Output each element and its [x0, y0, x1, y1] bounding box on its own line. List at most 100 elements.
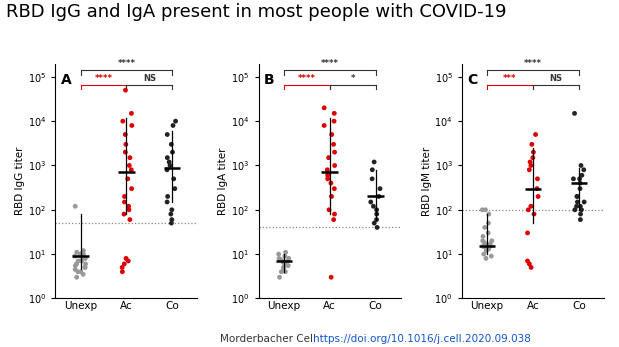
Point: [368, 203, 378, 209]
Point: [124, 163, 134, 168]
Point: [526, 265, 536, 270]
Point: [483, 246, 493, 252]
Point: [76, 269, 86, 274]
Point: [73, 258, 83, 264]
Point: [124, 203, 134, 209]
Point: [369, 159, 379, 165]
Point: [118, 118, 128, 124]
Point: [279, 258, 288, 264]
Point: [371, 217, 381, 222]
Point: [123, 176, 132, 181]
Point: [80, 265, 90, 270]
Point: [532, 176, 542, 181]
Text: RBD IgG and IgA present in most people with COVID-19: RBD IgG and IgA present in most people w…: [6, 3, 507, 22]
Point: [280, 249, 290, 255]
Point: [327, 194, 337, 199]
Point: [575, 180, 585, 186]
Point: [127, 186, 137, 192]
Point: [163, 194, 173, 199]
Point: [274, 256, 284, 261]
Point: [126, 167, 136, 172]
Point: [72, 274, 82, 280]
Point: [324, 155, 334, 160]
Point: [168, 149, 178, 155]
Point: [275, 257, 285, 262]
Point: [372, 225, 382, 230]
Point: [279, 267, 288, 272]
Point: [326, 274, 336, 280]
Point: [79, 248, 89, 253]
Point: [479, 240, 489, 246]
Point: [370, 220, 379, 226]
Point: [73, 269, 83, 274]
Point: [322, 167, 332, 172]
Point: [371, 207, 381, 213]
Point: [568, 176, 578, 181]
Point: [485, 241, 495, 247]
Point: [166, 211, 176, 217]
Point: [329, 118, 339, 124]
Point: [532, 186, 542, 192]
Point: [374, 194, 384, 199]
Point: [71, 263, 80, 268]
Point: [119, 199, 129, 205]
Point: [162, 167, 172, 172]
Point: [120, 149, 130, 155]
Point: [117, 265, 127, 270]
Point: [124, 207, 134, 213]
Text: Morderbacher Cell: Morderbacher Cell: [220, 333, 319, 344]
Text: ****: ****: [321, 59, 339, 68]
Point: [478, 234, 488, 239]
Point: [576, 163, 586, 168]
Point: [319, 105, 329, 111]
Text: ****: ****: [118, 59, 136, 68]
Point: [168, 123, 178, 128]
Point: [533, 194, 543, 199]
Point: [125, 217, 135, 222]
Point: [319, 123, 329, 128]
Point: [477, 207, 487, 213]
Point: [71, 203, 80, 209]
Point: [375, 186, 385, 192]
Point: [329, 186, 339, 192]
Point: [326, 180, 336, 186]
Point: [576, 211, 586, 217]
Point: [169, 176, 179, 181]
Point: [524, 207, 534, 213]
Point: [284, 256, 293, 261]
Point: [279, 265, 288, 270]
Point: [123, 258, 133, 264]
Point: [70, 253, 80, 259]
Point: [119, 261, 129, 267]
Point: [524, 167, 534, 172]
Point: [276, 269, 286, 274]
Point: [484, 211, 494, 217]
Point: [167, 207, 177, 213]
Point: [574, 176, 584, 181]
Text: ****: ****: [95, 74, 113, 83]
Point: [329, 217, 339, 222]
Point: [283, 258, 293, 264]
Point: [329, 211, 339, 217]
Point: [577, 172, 587, 178]
Point: [576, 207, 586, 213]
Point: [119, 211, 129, 217]
Text: ****: ****: [298, 74, 316, 83]
Point: [528, 155, 538, 160]
Point: [324, 207, 334, 213]
Point: [482, 245, 492, 251]
Point: [72, 249, 82, 255]
Point: [572, 194, 582, 199]
Point: [330, 163, 340, 168]
Point: [275, 274, 285, 280]
Point: [366, 199, 376, 205]
Point: [120, 132, 130, 137]
Point: [79, 251, 89, 257]
Y-axis label: RBD IgA titer: RBD IgA titer: [219, 147, 228, 215]
Text: A: A: [61, 73, 72, 87]
Point: [573, 199, 582, 205]
Point: [118, 269, 128, 274]
Point: [367, 176, 377, 181]
Text: NS: NS: [143, 74, 156, 83]
Point: [279, 265, 289, 270]
